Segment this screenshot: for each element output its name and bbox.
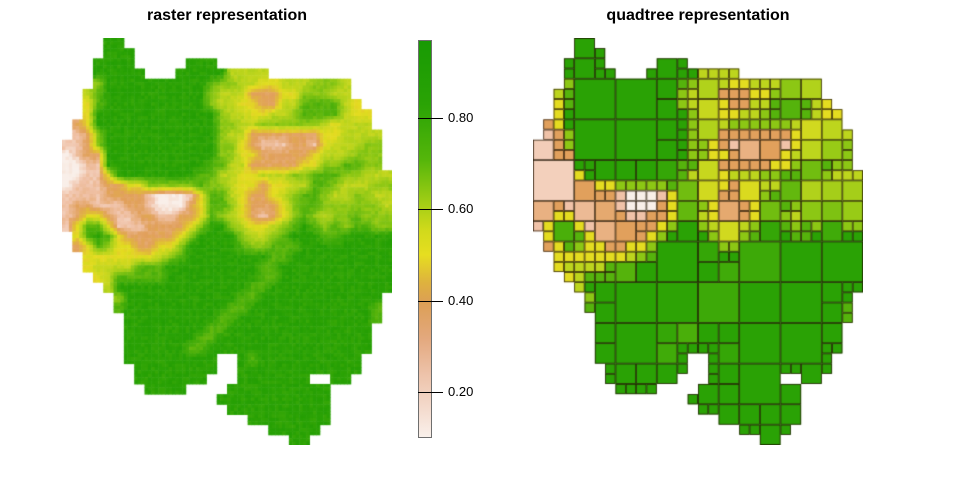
raster-panel-title: raster representation xyxy=(146,7,308,24)
legend-tick-line xyxy=(418,118,443,119)
legend-tick-label: 0.20 xyxy=(448,384,474,399)
legend-tick-line xyxy=(418,209,443,210)
quadtree-panel-title: quadtree representation xyxy=(606,7,790,24)
legend: 0.80 0.60 0.40 0.20 xyxy=(418,40,498,438)
legend-tick-label: 0.60 xyxy=(448,201,474,216)
legend-tick-line xyxy=(418,301,443,302)
legend-tick-label: 0.80 xyxy=(448,110,474,125)
legend-tick-label: 0.40 xyxy=(448,293,474,308)
legend-tick-line xyxy=(418,392,443,393)
legend-bar xyxy=(418,40,432,438)
quadtree-map xyxy=(533,38,863,445)
raster-map xyxy=(62,38,392,445)
